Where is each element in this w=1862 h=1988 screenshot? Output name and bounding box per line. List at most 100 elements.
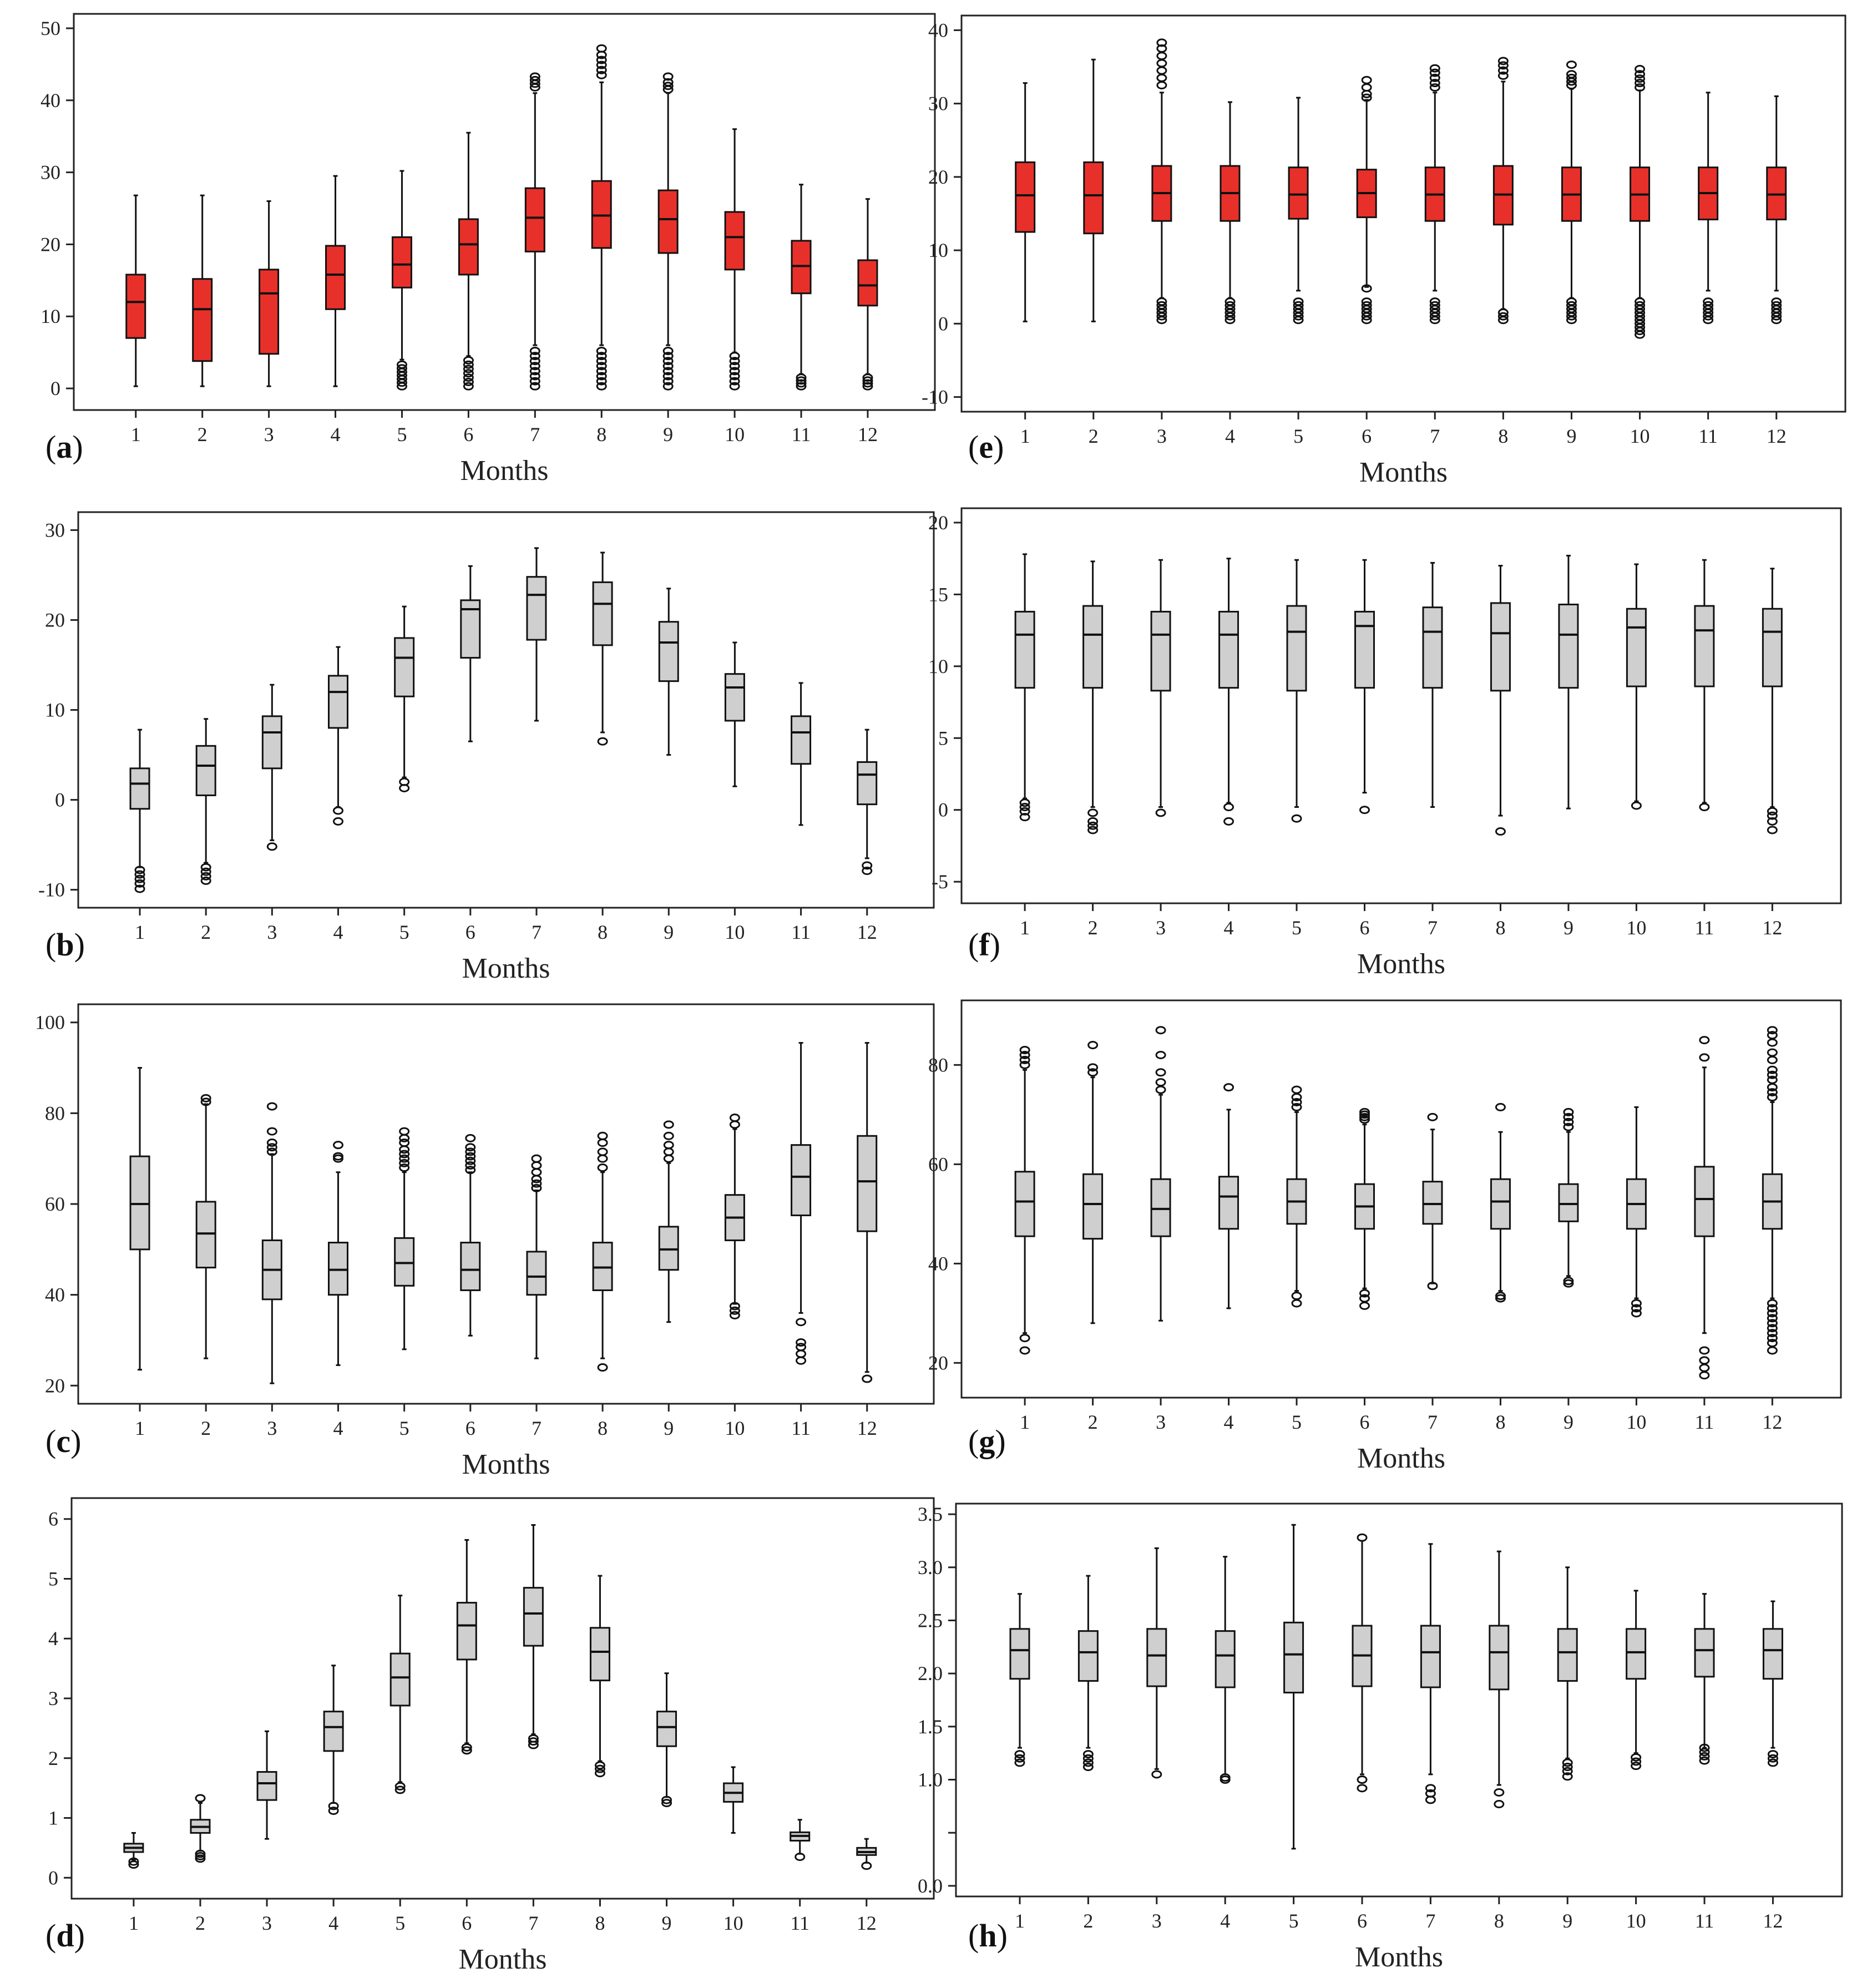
outlier-point [1361,284,1372,293]
outlier-point [1087,1063,1099,1072]
outlier-point [1635,70,1646,79]
outlier-point [1225,297,1236,306]
outlier-point [528,1734,539,1743]
x-tick-label: 5 [1292,917,1302,939]
outlier-point [200,867,211,876]
panel-label: (h) [968,1918,1008,1954]
y-tick-label: 2.0 [918,1662,943,1685]
box-month-12 [1762,1026,1783,1355]
outlier-point [1631,1762,1642,1771]
box-month-10 [1626,563,1647,810]
y-tick-label: 2 [48,1747,58,1769]
box-month-4 [325,175,346,387]
iqr-box [526,576,547,641]
x-tick-label: 3 [267,1417,277,1439]
panel-label: (a) [45,429,83,465]
outlier-point [1703,301,1714,310]
y-tick-label: 80 [928,1054,948,1076]
x-tick-label: 11 [1695,917,1714,939]
iqr-box [1558,603,1579,689]
box-month-6 [1354,559,1375,815]
outlier-point [596,382,607,391]
outlier-point [1427,1112,1438,1121]
box-month-9 [658,588,679,756]
outlier-point [1767,811,1778,820]
box-month-2 [192,194,213,387]
outlier-point [796,1356,807,1365]
outlier-point [862,1374,873,1383]
outlier-point [134,879,145,888]
box-month-4 [327,646,348,826]
outlier-point [1497,66,1509,75]
box-month-2 [1082,560,1104,834]
outlier-point [1291,814,1302,823]
iqr-box [857,1135,878,1232]
outlier-point [1293,301,1304,310]
outlier-point [463,369,474,378]
iqr-box [256,1771,277,1801]
box-month-12 [1762,1600,1783,1767]
outlier-point [1699,1756,1710,1765]
outlier-point [596,367,607,376]
outlier-point [1156,81,1167,90]
outlier-point [1767,1346,1778,1355]
box-month-1 [123,1832,144,1869]
iqr-box [791,715,812,765]
x-tick-label: 9 [664,1417,674,1439]
outlier-point [1156,297,1167,306]
y-tick-label: 4 [48,1627,58,1650]
outlier-point [1635,297,1646,306]
outlier-point [134,874,145,883]
outlier-point [529,377,540,386]
x-tick-label: 12 [1767,425,1787,447]
y-tick-label: 30 [928,93,948,115]
outlier-point [796,1349,807,1358]
x-tick-label: 10 [1626,1910,1646,1932]
outlier-point [1495,827,1506,836]
outlier-point [1014,1754,1025,1763]
outlier-point [1699,1356,1710,1365]
box-month-6 [460,565,481,742]
x-tick-label: 12 [1763,1910,1783,1932]
outlier-point [399,1145,410,1154]
y-tick-label: 10 [45,699,65,721]
box-month-9 [1558,554,1579,810]
x-tick-label: 1 [129,1912,139,1934]
outlier-point [1357,1533,1368,1542]
outlier-point [1635,83,1646,92]
outlier-point [1429,73,1440,82]
iqr-box [524,187,545,252]
x-tick-label: 2 [1083,1910,1093,1932]
outlier-point [1082,1754,1094,1763]
y-tick-label: 40 [928,1252,948,1274]
x-tick-label: 9 [1566,425,1576,447]
iqr-box [327,1242,348,1296]
outlier-point [1699,1371,1710,1380]
outlier-point [663,1154,674,1163]
x-axis-title: Months [462,953,550,984]
outlier-point [1566,297,1577,306]
iqr-box [1489,1625,1510,1691]
outlier-point [399,777,410,786]
box-month-1 [1015,82,1036,322]
box-month-4 [327,1141,348,1366]
box-month-10 [723,1766,744,1834]
x-tick-label: 8 [1495,917,1505,939]
box-month-5 [391,170,412,391]
outlier-point [529,357,540,366]
iqr-box [526,1251,547,1296]
outlier-point [596,70,607,79]
outlier-point [1156,52,1167,60]
x-tick-label: 1 [1020,917,1030,939]
outlier-point [266,1127,277,1136]
outlier-point [1425,1784,1436,1793]
y-tick-label: 0 [50,377,60,399]
outlier-point [1359,1112,1370,1121]
outlier-point [1635,79,1646,88]
box-month-9 [1557,1566,1578,1781]
box-month-11 [791,184,812,391]
outlier-point [1767,1309,1778,1318]
outlier-point [1631,1757,1642,1766]
panel-h: 0.01.01.52.02.53.03.51 2 3 4 5 6 7 8 9 10 11 12Mont… [918,1503,1843,1973]
